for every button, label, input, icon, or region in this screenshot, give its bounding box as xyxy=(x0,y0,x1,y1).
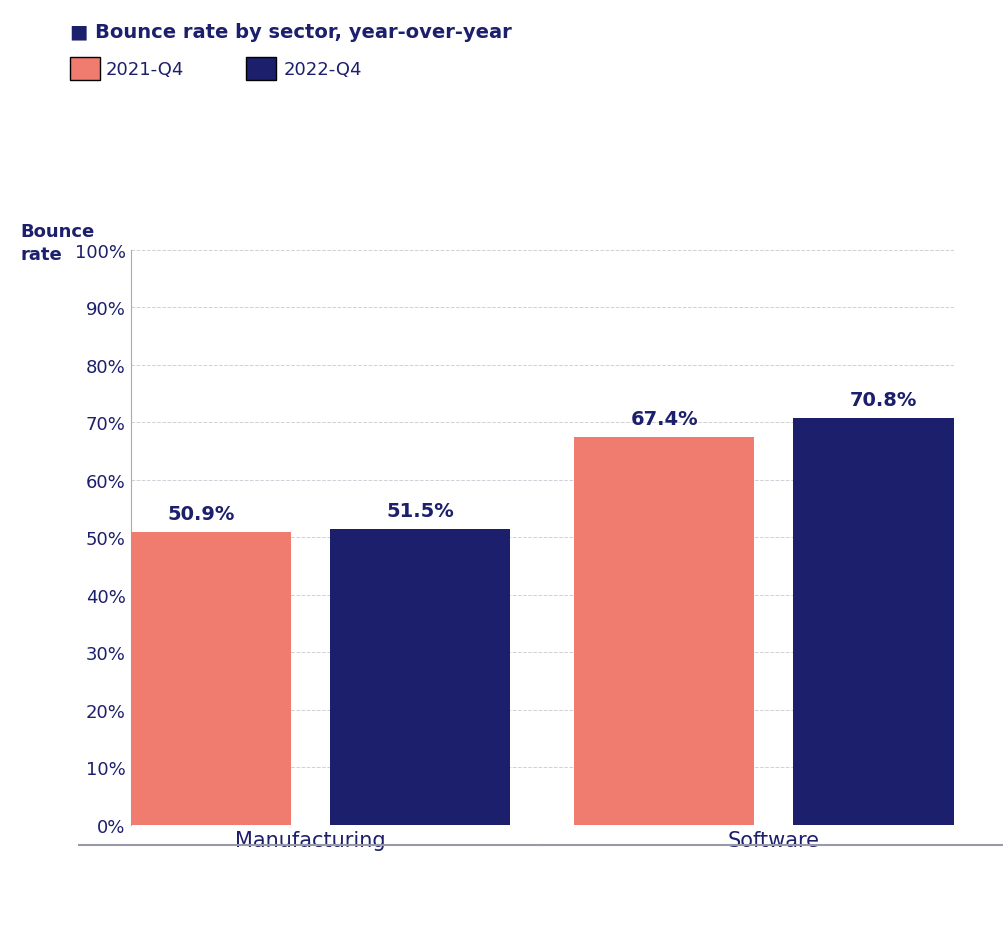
Text: 70.8%: 70.8% xyxy=(849,390,916,410)
Bar xyxy=(792,418,972,825)
Text: 50.9%: 50.9% xyxy=(168,505,235,524)
Text: ■ Bounce rate by sector, year-over-year: ■ Bounce rate by sector, year-over-year xyxy=(70,23,512,42)
Bar xyxy=(111,532,291,825)
Bar xyxy=(330,529,510,825)
Text: 67.4%: 67.4% xyxy=(630,410,697,429)
Bar xyxy=(574,438,753,825)
Text: 2021-Q4: 2021-Q4 xyxy=(105,60,184,79)
Text: 51.5%: 51.5% xyxy=(386,502,453,520)
Text: 2022-Q4: 2022-Q4 xyxy=(283,60,361,79)
Text: Bounce
rate: Bounce rate xyxy=(20,222,94,264)
